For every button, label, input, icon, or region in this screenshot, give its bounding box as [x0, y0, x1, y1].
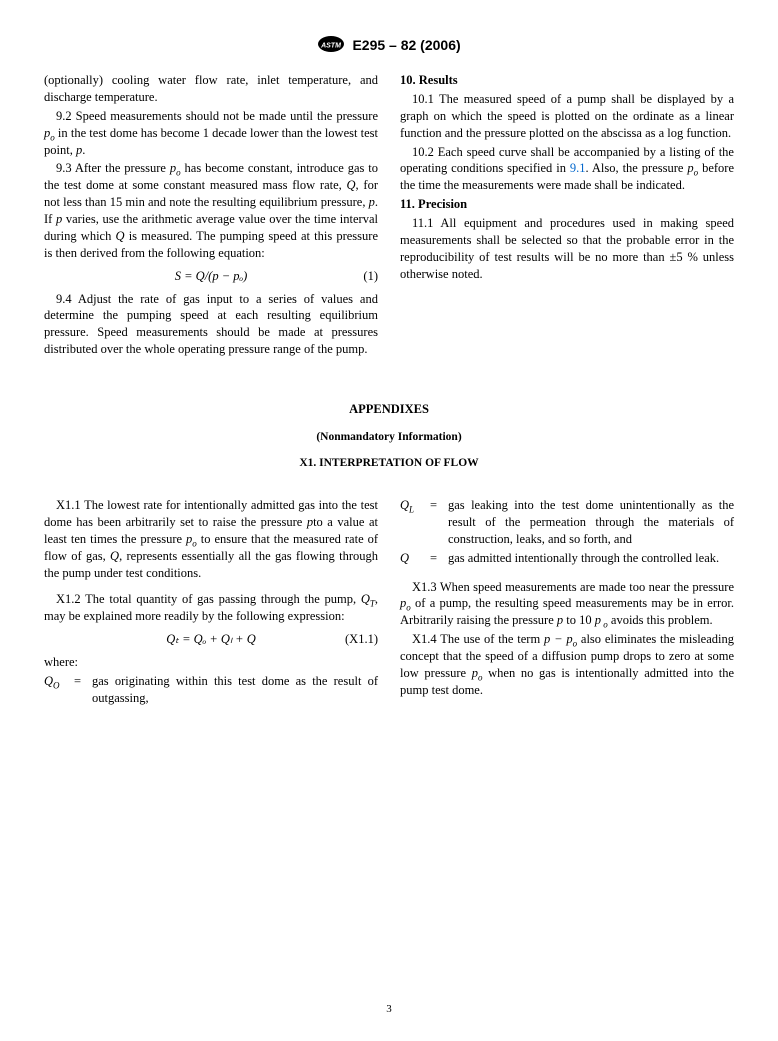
- svg-text:ASTM: ASTM: [320, 43, 341, 50]
- appendix-header: APPENDIXES (Nonmandatory Information) X1…: [44, 402, 734, 469]
- heading-11: 11. Precision: [400, 196, 734, 213]
- def-q: Q= gas admitted intentionally through th…: [400, 550, 734, 567]
- appendix-columns: X1.1 The lowest rate for intentionally a…: [44, 497, 734, 709]
- p-9.1-cont: (optionally) cooling water flow rate, in…: [44, 72, 378, 106]
- p-11.1: 11.1 All equipment and procedures used i…: [400, 215, 734, 283]
- xref-9.1[interactable]: 9.1: [570, 161, 586, 175]
- where-label: where:: [44, 654, 378, 671]
- p-x1.4: X1.4 The use of the term p − po also eli…: [400, 631, 734, 699]
- p-10.1: 10.1 The measured speed of a pump shall …: [400, 91, 734, 142]
- appendix-x1-title: X1. INTERPRETATION OF FLOW: [44, 457, 734, 469]
- equation-x1.1: Qₜ = Qₒ + Qₗ + Q(X1.1): [44, 631, 378, 648]
- p-x1.1: X1.1 The lowest rate for intentionally a…: [44, 497, 378, 581]
- designation: E295 – 82 (2006): [352, 37, 460, 53]
- appendix-subtitle: (Nonmandatory Information): [44, 431, 734, 443]
- page-header: ASTM E295 – 82 (2006): [44, 36, 734, 54]
- page: ASTM E295 – 82 (2006) (optionally) cooli…: [0, 0, 778, 1041]
- def-qo: QO= gas originating within this test dom…: [44, 673, 378, 707]
- equation-1: S = Q/(p − pₒ)(1): [44, 268, 378, 285]
- body-columns: (optionally) cooling water flow rate, in…: [44, 72, 734, 360]
- heading-10: 10. Results: [400, 72, 734, 89]
- p-9.4: 9.4 Adjust the rate of gas input to a se…: [44, 291, 378, 359]
- page-number: 3: [0, 1003, 778, 1015]
- p-9.3: 9.3 After the pressure po has become con…: [44, 160, 378, 261]
- astm-logo-icon: ASTM: [317, 35, 345, 53]
- p-x1.2: X1.2 The total quantity of gas passing t…: [44, 591, 378, 625]
- p-9.2: 9.2 Speed measurements should not be mad…: [44, 108, 378, 159]
- appendix-title: APPENDIXES: [44, 402, 734, 417]
- def-ql: QL= gas leaking into the test dome unint…: [400, 497, 734, 548]
- p-x1.3: X1.3 When speed measurements are made to…: [400, 579, 734, 630]
- p-10.2: 10.2 Each speed curve shall be accompani…: [400, 144, 734, 195]
